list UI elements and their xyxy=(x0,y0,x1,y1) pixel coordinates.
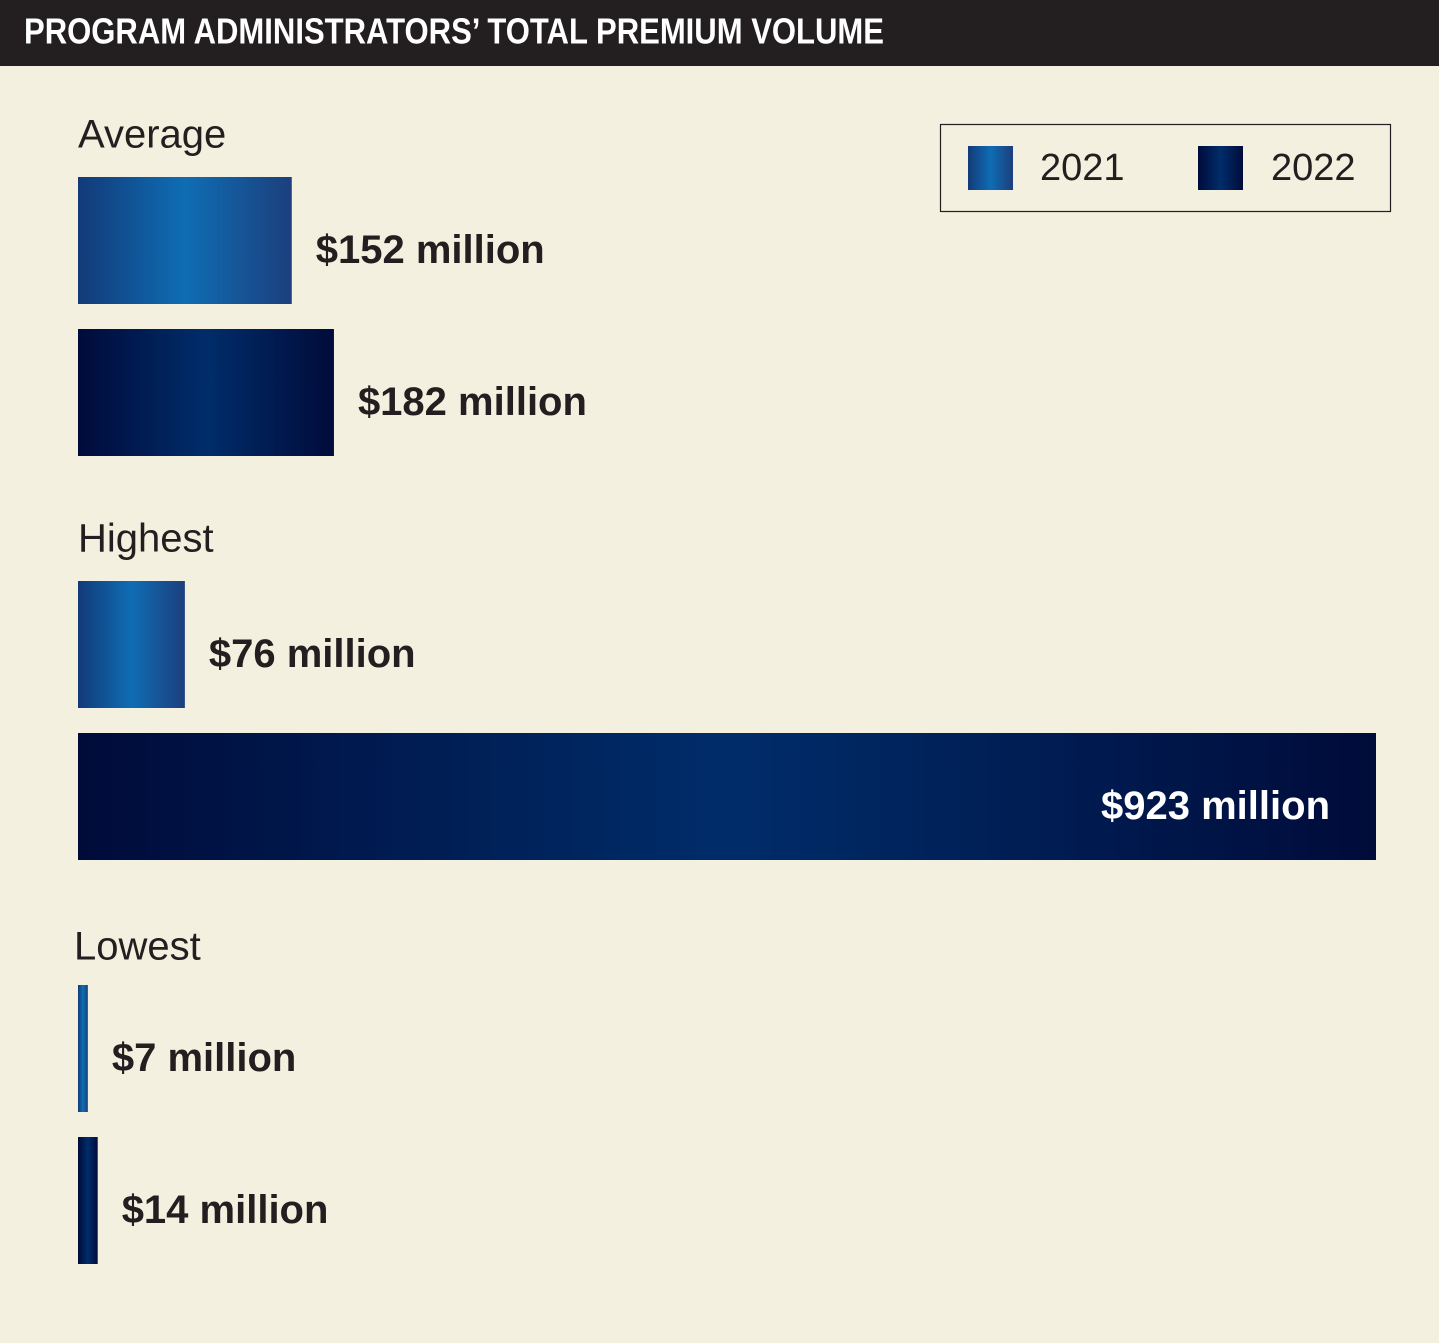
value-label: $14 million xyxy=(122,1188,329,1232)
legend-swatch xyxy=(1198,146,1243,190)
legend-swatch xyxy=(968,146,1013,190)
legend-label: 2021 xyxy=(1040,147,1125,189)
value-label: $923 million xyxy=(1101,784,1330,828)
value-label: $7 million xyxy=(112,1036,297,1080)
bar xyxy=(78,329,334,456)
bar xyxy=(78,985,88,1112)
chart-title: PROGRAM ADMINISTRATORS’ TOTAL PREMIUM VO… xyxy=(24,11,884,52)
value-label: $152 million xyxy=(316,228,545,272)
legend-box xyxy=(939,123,1392,213)
bar xyxy=(78,581,185,708)
value-label: $76 million xyxy=(209,632,416,676)
category-label: Lowest xyxy=(74,925,201,969)
legend-label: 2022 xyxy=(1271,147,1356,189)
category-label: Highest xyxy=(78,517,214,561)
value-label: $182 million xyxy=(358,380,587,424)
bar xyxy=(78,1137,98,1264)
bar xyxy=(78,733,1376,860)
category-label: Average xyxy=(78,113,226,157)
title-bar xyxy=(0,0,1439,66)
bar xyxy=(78,177,292,304)
